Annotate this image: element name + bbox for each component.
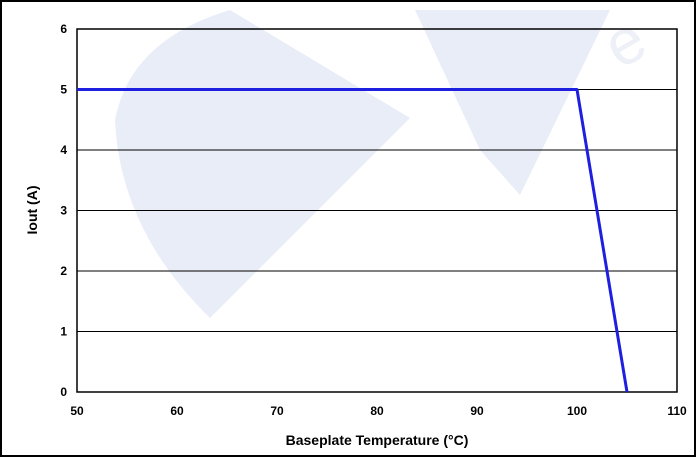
y-tick-labels: 0 1 2 3 4 5 6	[60, 22, 67, 399]
y-tick-label: 3	[60, 204, 67, 218]
x-tick-label: 70	[270, 404, 284, 418]
x-tick-labels: 50 60 70 80 90 100 110	[70, 404, 687, 418]
series-line-0	[77, 88, 629, 393]
y-axis-title: Iout (A)	[24, 186, 40, 235]
watermark-shape-right	[415, 10, 610, 195]
x-axis-title: Baseplate Temperature (°C)	[286, 432, 469, 448]
watermark-shape-left	[115, 10, 410, 318]
y-tick-label: 2	[60, 264, 67, 278]
x-tick-label: 80	[370, 404, 384, 418]
y-tick-label: 4	[60, 143, 67, 157]
y-tick-label: 1	[60, 325, 67, 339]
x-tick-label: 90	[470, 404, 484, 418]
series-group	[77, 88, 629, 393]
y-tick-label: 6	[60, 22, 67, 36]
y-tick-label: 0	[60, 385, 67, 399]
x-tick-label: 50	[70, 404, 84, 418]
y-tick-label: 5	[60, 83, 67, 97]
x-tick-label: 110	[667, 404, 687, 418]
x-tick-label: 100	[567, 404, 587, 418]
x-tick-label: 60	[170, 404, 184, 418]
